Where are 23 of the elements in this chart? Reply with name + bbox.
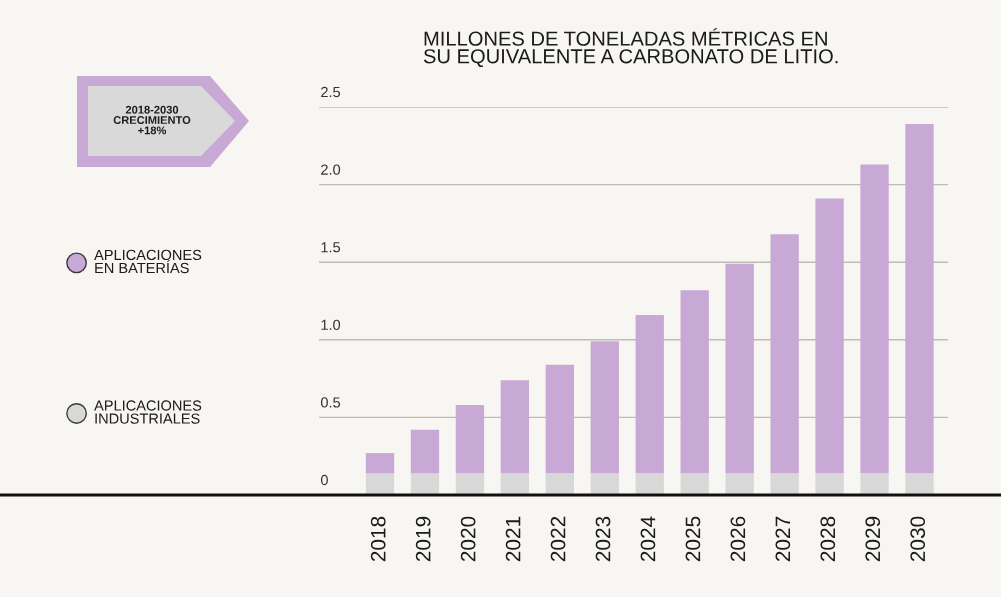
x-tick-label: 2019: [415, 516, 431, 562]
y-tick-label: 1.0: [321, 319, 341, 330]
legend-label: APLICACIONES EN BATERÍAS: [94, 249, 202, 274]
x-tick-label: 2025: [685, 516, 701, 562]
x-tick-label: 2027: [775, 516, 791, 562]
x-tick-label: 2020: [460, 516, 476, 562]
text: 2018-2030 CRECIMIENTO +18%: [113, 105, 191, 135]
x-tick-label: 2026: [730, 516, 746, 562]
y-tick-label: 2.5: [321, 86, 341, 98]
y-tick-label: 0: [320, 474, 328, 486]
y-tick-label: 0.5: [320, 397, 341, 408]
y-tick-label: 2.0: [321, 164, 341, 175]
x-tick-label: 2018: [370, 516, 386, 562]
x-tick-label: 2024: [640, 516, 656, 562]
x-tick-label: 2021: [505, 516, 521, 562]
x-tick-label: 2022: [550, 516, 566, 562]
x-tick-label: 2023: [595, 516, 611, 562]
x-tick-label: 2028: [820, 516, 836, 562]
y-tick-label: 1.5: [321, 242, 341, 253]
legend-label: APLICACIONES INDUSTRIALES: [94, 400, 202, 424]
chart-title: MILLONES DE TONELADAS MÉTRICAS EN SU EQUIVALENTE A CARBONATO DE LITIO.: [423, 28, 838, 67]
x-tick-label: 2030: [910, 516, 926, 562]
x-tick-label: 2029: [865, 516, 881, 562]
